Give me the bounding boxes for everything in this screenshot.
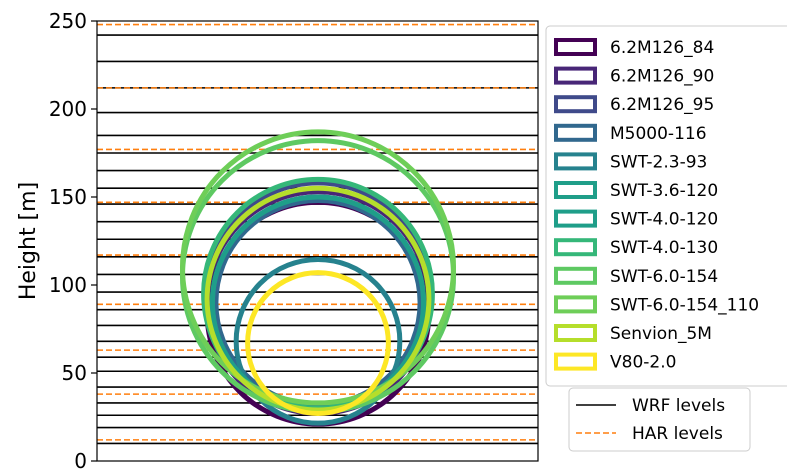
legend-swatch [554,324,597,342]
y-tick-label: 0 [74,449,87,469]
rotor-circle [179,129,457,406]
rotor-circle [233,256,403,426]
y-tick-label: 200 [49,97,87,121]
legend: 6.2M126_84 6.2M126_90 6.2M126_95 M5000-116 S… [545,25,787,387]
y-axis: 0 50 100 150 200 250 [49,9,97,469]
reference-legend-label: WRF levels [632,396,725,416]
legend-swatch [554,66,597,85]
rotor-circles-group [179,129,457,427]
legend-box [545,25,787,387]
legend-label: 6.2M126_84 [610,38,714,58]
y-axis-label: Height [m] [16,182,41,300]
legend-swatch [554,352,597,371]
legend-swatch [554,181,597,199]
legend-swatch [554,152,597,171]
legend-swatch [554,123,597,142]
legend-label: 6.2M126_90 [610,67,714,87]
y-tick-label: 100 [49,273,87,297]
legend-swatch [554,209,597,228]
legend-label: V80-2.0 [610,353,676,373]
reference-legend-box [568,387,751,452]
level-lines-group [97,23,538,445]
rotor-circle [245,270,391,416]
legend-label: SWT-6.0-154 [610,267,718,287]
legend-label: Senvion_5M [610,324,712,344]
y-tick-label: 250 [49,9,87,33]
y-tick-label: 50 [62,361,87,385]
plot-frame [96,20,539,462]
legend-label: SWT-4.0-130 [610,238,718,258]
legend-swatch [554,95,597,114]
legend-label: SWT-2.3-93 [610,152,707,172]
legend-label: SWT-3.6-120 [610,181,718,201]
legend-label: SWT-4.0-120 [610,210,718,230]
legend-swatch [554,238,597,257]
legend-label: 6.2M126_95 [610,95,714,115]
legend-label: M5000-116 [610,124,707,144]
y-tick-label: 150 [49,185,87,209]
reference-legend: WRF levels HAR levels [568,387,751,452]
rotor-circle [204,185,432,413]
legend-swatch [554,38,597,56]
legend-label: SWT-6.0-154_110 [610,295,759,315]
legend-swatch [554,266,597,285]
reference-legend-label: HAR levels [632,424,723,444]
legend-swatch [554,295,597,314]
